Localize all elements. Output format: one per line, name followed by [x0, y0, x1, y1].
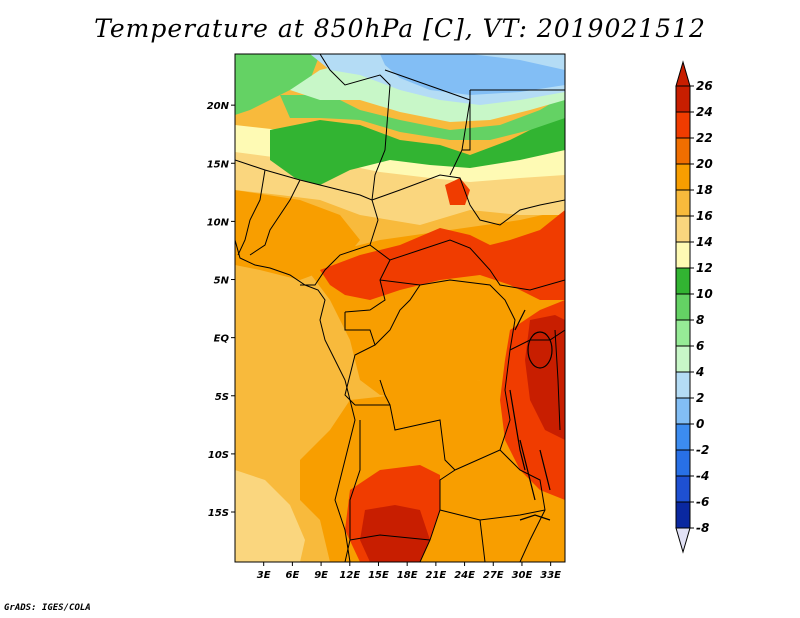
lat-tick-label: EQ — [214, 334, 230, 345]
colorbar-label: 2 — [696, 391, 704, 405]
colorbar-segment — [675, 215, 691, 243]
map-title: Temperature at 850hPa [C], VT: 201902151… — [94, 14, 706, 43]
colorbar-segment — [675, 267, 691, 295]
colorbar-label: 12 — [696, 261, 713, 275]
temperature-field — [235, 54, 565, 562]
field-paleyellow-north — [235, 125, 565, 182]
colorbar-label: -6 — [696, 495, 709, 509]
field-red-hotspot-north — [445, 178, 470, 205]
colorbar-segment — [675, 423, 691, 451]
map-frame — [234, 53, 566, 563]
colorbar-segment — [675, 85, 691, 113]
lon-tick-label: 6E — [285, 570, 299, 581]
colorbar-bottom-arrow — [675, 527, 691, 554]
colorbar-label: 4 — [695, 365, 704, 379]
colorbar-label: 20 — [696, 157, 713, 171]
lon-tick-label: 33E — [540, 570, 561, 581]
colorbar-segment — [675, 111, 691, 139]
longitude-axis: 3E 6E 9E 12E 15E 18E 21E 24E 27E 30E 33E — [257, 562, 561, 581]
colorbar-label: -8 — [696, 521, 709, 535]
colorbar-segment — [675, 137, 691, 165]
lon-tick-label: 12E — [339, 570, 360, 581]
lon-tick-label: 3E — [257, 570, 271, 581]
lon-tick-label: 27E — [483, 570, 504, 581]
field-orange-band-west — [235, 190, 360, 280]
lat-tick-label: 15N — [207, 159, 230, 170]
country-borders — [235, 54, 565, 562]
colorbar-label: 8 — [696, 313, 704, 327]
colorbar-label: 16 — [696, 209, 713, 223]
colorbar-segment — [675, 475, 691, 503]
lat-tick-label: 5N — [214, 276, 230, 287]
colorbar-top-arrow — [675, 60, 691, 87]
colorbar-segment — [675, 241, 691, 269]
colorbar-segment — [675, 371, 691, 399]
colorbar-label: 22 — [696, 131, 713, 145]
coastline — [235, 239, 356, 562]
field-lightyellow-southwest — [235, 470, 305, 562]
colorbar-segment — [675, 345, 691, 373]
colorbar-segment — [675, 293, 691, 321]
lakes — [509, 309, 553, 521]
lon-tick-label: 9E — [314, 570, 328, 581]
colorbar-label: -2 — [696, 443, 709, 457]
credit-text: GrADS: IGES/COLA — [4, 603, 91, 613]
colorbar-label: -4 — [696, 469, 709, 483]
colorbar-segment — [675, 189, 691, 217]
field-green-north — [280, 95, 565, 140]
lat-tick-label: 10N — [207, 217, 230, 228]
lon-tick-label: 24E — [454, 570, 475, 581]
lat-tick-label: 10S — [208, 450, 229, 461]
lon-tick-label: 15E — [368, 570, 389, 581]
colorbar-label: 10 — [696, 287, 713, 301]
lat-tick-label: 15S — [208, 508, 229, 519]
colorbar-segment — [675, 163, 691, 191]
colorbar-label: 0 — [696, 417, 704, 431]
colorbar-label: 6 — [696, 339, 704, 353]
colorbar-label: 18 — [696, 183, 713, 197]
colorbar-label: 26 — [696, 79, 713, 93]
colorbar-label: 24 — [696, 105, 713, 119]
field-green-northwest — [235, 54, 320, 115]
field-green-sahel — [270, 115, 565, 185]
lat-tick-label: 20N — [207, 101, 230, 112]
field-darkred-east — [525, 315, 565, 440]
lon-tick-label: 21E — [425, 570, 446, 581]
colorbar-segment — [675, 319, 691, 347]
lon-tick-label: 30E — [512, 570, 533, 581]
lon-tick-label: 18E — [397, 570, 418, 581]
field-darkred-south — [360, 505, 430, 562]
colorbar-segment — [675, 397, 691, 425]
colorbar-label: 14 — [696, 235, 713, 249]
latitude-axis: 20N 15N 10N 5N EQ 5S 10S 15S — [207, 101, 235, 519]
lat-tick-label: 5S — [215, 392, 229, 403]
colorbar-segment — [675, 501, 691, 529]
colorbar-segment — [675, 449, 691, 477]
